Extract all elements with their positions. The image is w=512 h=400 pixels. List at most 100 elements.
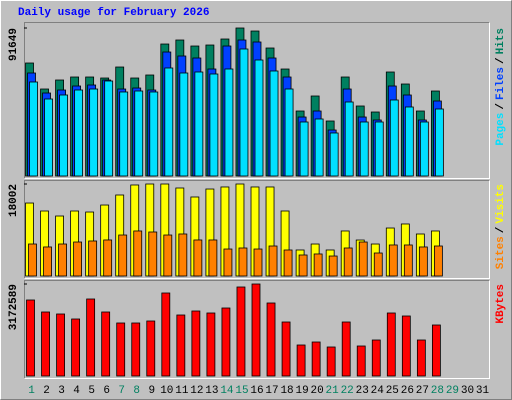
- bar: [373, 252, 383, 277]
- x-tick-label: 30: [461, 385, 474, 397]
- y-tick-label: 3172589: [8, 284, 20, 330]
- x-tick-label: 17: [265, 385, 278, 397]
- x-tick-label: 4: [73, 385, 80, 397]
- bar: [236, 286, 246, 377]
- legend-entry: Files: [495, 67, 507, 100]
- x-tick-label: 13: [205, 385, 218, 397]
- bar: [341, 321, 351, 377]
- x-tick-label: 25: [386, 385, 399, 397]
- bar: [29, 81, 38, 177]
- bar: [179, 72, 189, 177]
- bar: [116, 322, 126, 377]
- bar: [254, 59, 264, 177]
- bar: [268, 245, 278, 277]
- legend-separator: /: [495, 103, 507, 110]
- x-tick-label: 1: [28, 385, 35, 397]
- x-tick-label: 9: [148, 385, 155, 397]
- bar: [164, 67, 174, 177]
- bar: [176, 314, 186, 377]
- legend-separator: /: [495, 57, 507, 64]
- bar: [251, 283, 261, 377]
- x-tick-label: 21: [326, 385, 340, 397]
- x-tick-label: 5: [88, 385, 95, 397]
- bar: [104, 80, 114, 177]
- legend-entry: Hits: [495, 28, 507, 54]
- bar: [206, 312, 216, 377]
- x-tick-label: 22: [341, 385, 354, 397]
- panel-bevel: [24, 22, 490, 179]
- bar: [146, 320, 156, 377]
- bar: [266, 302, 276, 377]
- bar: [59, 94, 68, 177]
- bar: [253, 248, 263, 277]
- bar: [416, 339, 426, 377]
- bar: [313, 253, 323, 277]
- bar: [89, 88, 99, 177]
- bar: [404, 106, 414, 177]
- bar: [191, 310, 201, 377]
- bar: [238, 247, 248, 277]
- bar: [221, 307, 231, 377]
- x-tick-label: 20: [311, 385, 324, 397]
- bar: [328, 255, 338, 277]
- x-tick-label: 29: [446, 385, 459, 397]
- bar: [374, 121, 384, 177]
- legend-entry: Sites: [495, 236, 507, 269]
- legend-entry: KBytes: [495, 284, 507, 324]
- panel-bevel: [24, 180, 490, 279]
- bar: [209, 73, 219, 177]
- bar: [193, 239, 203, 277]
- bar: [133, 230, 143, 277]
- bar: [58, 243, 67, 277]
- legend-separator: /: [495, 226, 507, 233]
- x-tick-label: 24: [371, 385, 385, 397]
- legend-entry: Visits: [495, 184, 507, 224]
- bar: [418, 246, 428, 277]
- bar: [194, 71, 204, 177]
- x-tick-label: 31: [476, 385, 490, 397]
- panel-bevel: [24, 280, 490, 379]
- bar: [344, 101, 354, 177]
- bar: [118, 234, 128, 277]
- bar: [74, 89, 84, 177]
- bar: [298, 254, 308, 277]
- bar: [163, 234, 173, 277]
- panel-bevel: [24, 22, 490, 179]
- bar: [119, 91, 129, 177]
- bar: [388, 244, 398, 277]
- legend: Pages / Files / Hits: [495, 28, 507, 146]
- bar: [343, 247, 353, 277]
- x-tick-label: 19: [295, 385, 308, 397]
- bar: [401, 315, 411, 377]
- y-tick-label: 18002: [8, 184, 20, 217]
- bar: [148, 231, 158, 277]
- x-tick-label: 3: [58, 385, 65, 397]
- x-tick-label: 16: [250, 385, 263, 397]
- bar: [43, 246, 52, 277]
- bar: [299, 121, 309, 177]
- bar: [314, 118, 324, 177]
- bar: [86, 298, 96, 377]
- bar: [44, 98, 53, 177]
- x-tick-label: 2: [43, 385, 50, 397]
- x-tick-label: 28: [431, 385, 444, 397]
- bar: [28, 243, 37, 277]
- bar: [178, 233, 188, 277]
- bar: [149, 91, 159, 177]
- bar: [433, 245, 443, 277]
- panel-bevel: [24, 180, 490, 279]
- bar: [358, 241, 368, 277]
- legend: Sites / Visits: [495, 184, 507, 269]
- bar: [311, 341, 321, 377]
- x-tick-label: 26: [401, 385, 414, 397]
- bar: [239, 48, 249, 177]
- bar: [224, 68, 234, 177]
- bar: [419, 121, 429, 177]
- bar: [134, 90, 144, 177]
- x-tick-label: 7: [118, 385, 125, 397]
- bar: [103, 239, 113, 277]
- bar: [403, 244, 413, 277]
- bar: [389, 99, 399, 177]
